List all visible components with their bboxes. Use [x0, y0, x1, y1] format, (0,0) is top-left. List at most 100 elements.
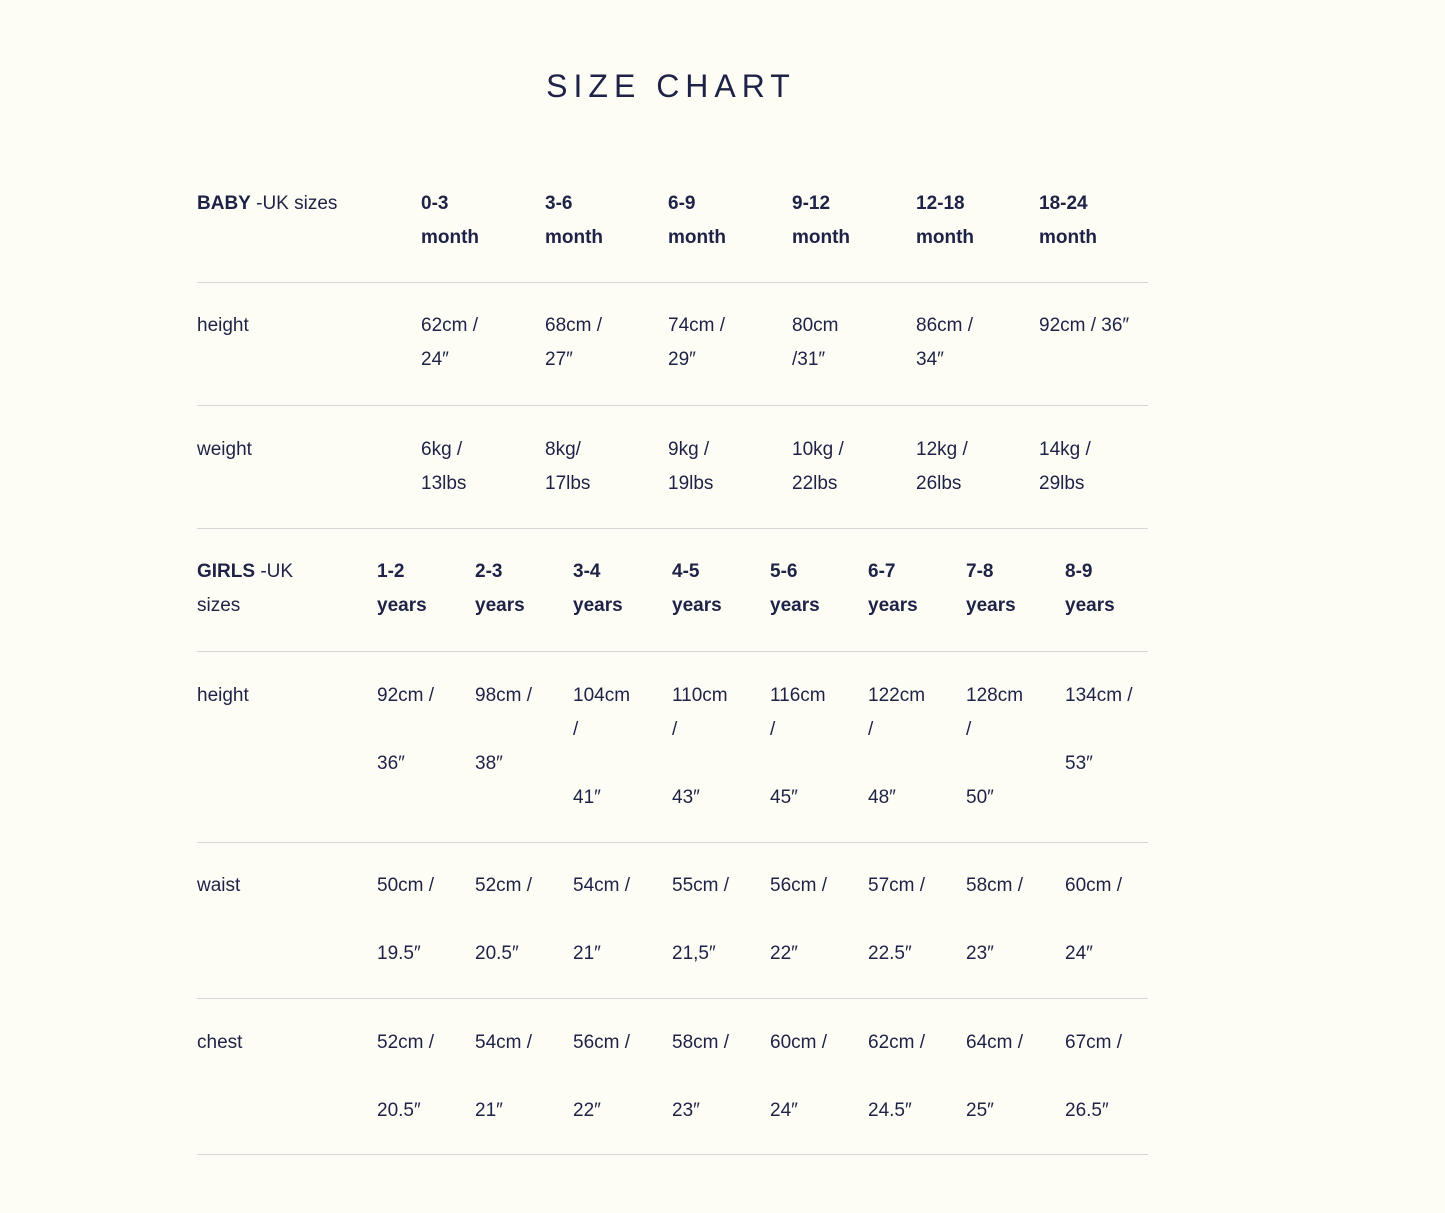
cell-line: 50″ — [966, 787, 994, 808]
girls-table-cell: 58cm / 23″ — [672, 1026, 729, 1128]
cell-line: 116cm — [770, 685, 826, 706]
cell-line — [1065, 1060, 1122, 1094]
cell-line: / — [966, 719, 972, 740]
cell-line: 67cm / — [1065, 1032, 1123, 1053]
baby-table-cell: 10kg / 22lbs — [792, 433, 844, 501]
cell-line: 24.5″ — [868, 1100, 912, 1121]
cell-line: 92cm / — [377, 685, 435, 706]
girls-table-cell: 58cm / 23″ — [966, 869, 1023, 971]
cell-line: 22.5″ — [868, 943, 912, 964]
cell-line: 5-6 — [770, 561, 798, 582]
cell-line: 92cm / 36″ — [1039, 315, 1130, 336]
girls-column-header: 1-2 years — [377, 555, 427, 623]
cell-line: 14kg / — [1039, 439, 1091, 460]
cell-line: 17lbs — [545, 473, 591, 494]
cell-line: 104cm — [573, 685, 631, 706]
cell-line: 2-3 — [475, 561, 503, 582]
cell-line: month — [668, 227, 727, 248]
cell-line: years — [573, 595, 623, 616]
cell-line: years — [868, 595, 918, 616]
girls-column-header: 5-6 years — [770, 555, 820, 623]
cell-line: 26.5″ — [1065, 1100, 1109, 1121]
girls-table-cell: 54cm / 21″ — [573, 869, 630, 971]
girls-table-cell: 128cm / 50″ — [966, 679, 1023, 815]
cell-line: 12kg / — [916, 439, 968, 460]
cell-line: 3-6 — [545, 193, 573, 214]
cell-line: 22″ — [770, 943, 798, 964]
girls-column-header: 3-4 years — [573, 555, 623, 623]
cell-line: 43″ — [672, 787, 700, 808]
cell-line: 6-9 — [668, 193, 696, 214]
cell-line — [868, 1060, 925, 1094]
cell-line: 26lbs — [916, 473, 962, 494]
cell-line: 21″ — [475, 1100, 503, 1121]
girls-table-cell: 62cm / 24.5″ — [868, 1026, 925, 1128]
cell-line: 56cm / — [770, 875, 828, 896]
cell-line: 23″ — [672, 1100, 700, 1121]
cell-line — [573, 903, 630, 937]
cell-line — [475, 1060, 532, 1094]
girls-table-cell: 110cm / 43″ — [672, 679, 728, 815]
cell-line: 0-3 — [421, 193, 449, 214]
girls-table-cell: 104cm / 41″ — [573, 679, 630, 815]
cell-line: 86cm / — [916, 315, 974, 336]
cell-line: 9-12 — [792, 193, 831, 214]
girls-table-cell: 134cm / 53″ — [1065, 679, 1133, 781]
cell-line — [868, 747, 925, 781]
girls-table-cell: 52cm / 20.5″ — [377, 1026, 434, 1128]
cell-line: 52cm / — [475, 875, 533, 896]
cell-line — [377, 903, 434, 937]
baby-table-cell: 86cm / 34″ — [916, 309, 973, 377]
cell-line — [672, 747, 728, 781]
cell-line: 55cm / — [672, 875, 730, 896]
cell-line: 53″ — [1065, 753, 1093, 774]
cell-line: 62cm / — [868, 1032, 926, 1053]
cell-line: month — [545, 227, 604, 248]
girls-table-cell: 56cm / 22″ — [573, 1026, 630, 1128]
cell-line: 7-8 — [966, 561, 994, 582]
cell-line — [1065, 713, 1133, 747]
cell-line: / — [672, 719, 678, 740]
cell-line — [1065, 903, 1122, 937]
cell-line: 4-5 — [672, 561, 700, 582]
baby-column-header: 0-3 month — [421, 187, 479, 255]
girls-table-cell: 55cm / 21,5″ — [672, 869, 729, 971]
cell-line: 134cm / — [1065, 685, 1133, 706]
cell-line — [966, 903, 1023, 937]
cell-line: 60cm / — [770, 1032, 828, 1053]
cell-line: 122cm — [868, 685, 926, 706]
row-divider — [197, 282, 1148, 283]
cell-line: 10kg / — [792, 439, 844, 460]
cell-line: /31″ — [792, 349, 826, 370]
cell-line: 19lbs — [668, 473, 714, 494]
girls-column-header: 8-9 years — [1065, 555, 1115, 623]
cell-line: 34″ — [916, 349, 944, 370]
cell-line: 58cm / — [966, 875, 1024, 896]
cell-line: month — [421, 227, 480, 248]
cell-line: 20.5″ — [475, 943, 519, 964]
cell-line — [377, 1060, 434, 1094]
girls-table-cell: 60cm / 24″ — [770, 1026, 827, 1128]
girls-column-header: 4-5 years — [672, 555, 722, 623]
cell-line: 58cm / — [672, 1032, 730, 1053]
girls-table-cell: 64cm / 25″ — [966, 1026, 1023, 1128]
cell-line: 48″ — [868, 787, 896, 808]
baby-label-bold: BABY — [197, 193, 251, 214]
baby-table-cell: 12kg / 26lbs — [916, 433, 968, 501]
girls-table-cell: 52cm / 20.5″ — [475, 869, 532, 971]
girls-table-cell: 98cm / 38″ — [475, 679, 532, 781]
baby-table-cell: 80cm/31″ — [792, 309, 838, 377]
row-label: height — [197, 315, 249, 336]
cell-line: 3-4 — [573, 561, 601, 582]
girls-column-header: 2-3 years — [475, 555, 525, 623]
cell-line: 22lbs — [792, 473, 838, 494]
baby-table-cell: 74cm / 29″ — [668, 309, 725, 377]
cell-line — [475, 713, 532, 747]
cell-line: 23″ — [966, 943, 994, 964]
cell-line — [573, 747, 630, 781]
cell-line: years — [1065, 595, 1115, 616]
cell-line: 13lbs — [421, 473, 467, 494]
cell-line: 56cm / — [573, 1032, 631, 1053]
cell-line: 6-7 — [868, 561, 896, 582]
girls-table-cell: 116cm / 45″ — [770, 679, 826, 815]
